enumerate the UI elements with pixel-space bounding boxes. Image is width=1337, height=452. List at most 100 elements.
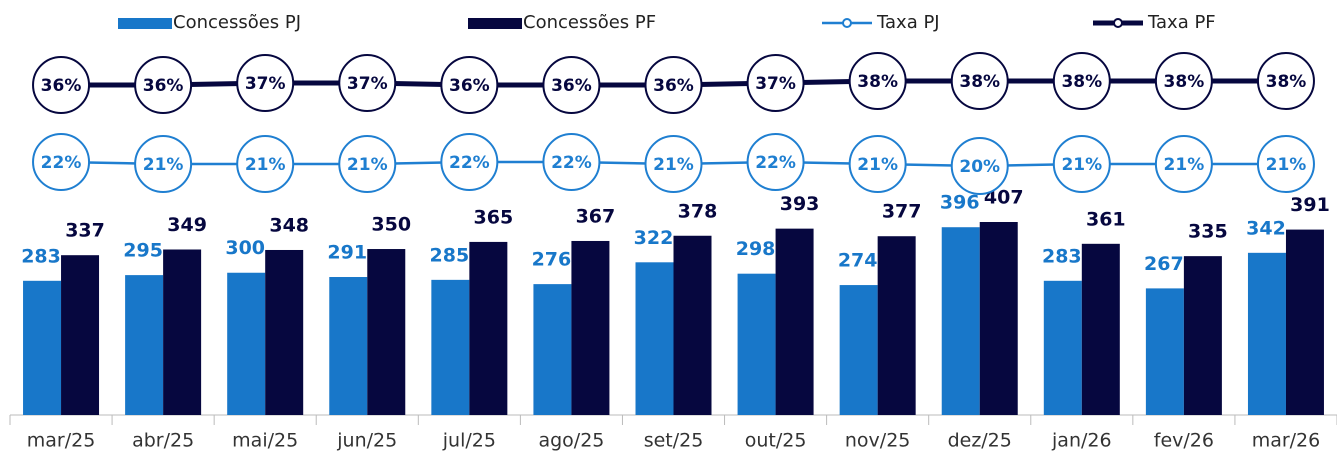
rate-marker <box>236 54 295 112</box>
bar-value-label: 350 <box>371 214 411 236</box>
bar-value-label: 295 <box>123 240 163 262</box>
rate-marker <box>1052 135 1111 193</box>
bar <box>1043 280 1082 415</box>
x-tick-label: nov/25 <box>845 430 911 452</box>
bar <box>673 235 712 415</box>
rate-marker <box>950 137 1009 195</box>
bar <box>329 277 368 415</box>
bar <box>737 273 776 415</box>
rate-label: 21% <box>1164 155 1205 175</box>
bar-value-label: 361 <box>1086 208 1126 230</box>
bar-value-label: 267 <box>1144 253 1184 275</box>
rate-label: 22% <box>755 153 796 173</box>
legend-marker <box>842 18 852 28</box>
rate-marker <box>134 135 193 193</box>
bar <box>265 249 304 415</box>
rate-label: 22% <box>41 153 82 173</box>
bar-value-label: 335 <box>1188 221 1228 243</box>
bar <box>125 275 164 415</box>
rate-marker <box>134 56 193 114</box>
rate-marker <box>1154 135 1213 193</box>
bar-value-label: 298 <box>736 238 776 260</box>
bar-value-label: 291 <box>327 242 367 264</box>
bar-value-label: 283 <box>1042 245 1082 267</box>
bar <box>227 272 266 415</box>
bar <box>1247 252 1286 415</box>
rate-label: 22% <box>449 153 490 173</box>
bar <box>1145 288 1184 415</box>
rate-label: 38% <box>1266 72 1307 92</box>
bar-value-label: 276 <box>532 249 572 271</box>
rate-marker <box>338 54 397 112</box>
bar-value-label: 322 <box>634 227 674 249</box>
bar <box>635 262 674 415</box>
x-tick-label: mai/25 <box>232 430 298 452</box>
rate-marker <box>1154 52 1213 110</box>
bar <box>941 227 980 415</box>
bar <box>1183 256 1222 415</box>
rate-marker <box>1256 135 1315 193</box>
rate-marker <box>32 56 91 114</box>
rate-marker <box>644 56 703 114</box>
rate-label: 37% <box>245 74 286 94</box>
bar <box>979 222 1018 415</box>
bar <box>367 249 406 415</box>
rate-label: 21% <box>1266 155 1307 175</box>
legend-label: Taxa PJ <box>876 12 940 33</box>
rate-label: 38% <box>1164 72 1205 92</box>
bar-value-label: 337 <box>65 220 105 242</box>
legend-label: Concessões PJ <box>173 12 301 33</box>
legend-swatch <box>118 18 172 29</box>
rate-marker <box>1256 52 1315 110</box>
rate-label: 36% <box>41 76 82 96</box>
bar-value-label: 285 <box>430 244 470 266</box>
x-tick-label: ago/25 <box>538 430 604 452</box>
rate-label: 21% <box>245 155 286 175</box>
bar <box>23 280 62 415</box>
x-tick-label: set/25 <box>644 430 704 452</box>
bar <box>163 249 202 415</box>
rate-marker <box>32 133 91 191</box>
rate-marker <box>542 56 601 114</box>
legend-label: Taxa PF <box>1147 12 1216 33</box>
bar <box>469 241 508 415</box>
rate-marker <box>440 133 499 191</box>
rate-label: 38% <box>959 72 1000 92</box>
rate-label: 38% <box>1061 72 1102 92</box>
rate-label: 38% <box>857 72 898 92</box>
rate-label: 21% <box>143 155 184 175</box>
rate-label: 37% <box>347 74 388 94</box>
bar <box>533 284 572 415</box>
bar-value-label: 377 <box>882 201 922 223</box>
rate-marker <box>236 135 295 193</box>
rate-label: 21% <box>653 155 694 175</box>
bar <box>775 228 814 415</box>
x-tick-label: mar/25 <box>27 430 96 452</box>
x-tick-label: fev/26 <box>1154 430 1214 452</box>
rate-label: 36% <box>143 76 184 96</box>
rate-marker <box>440 56 499 114</box>
bar <box>1285 229 1324 415</box>
rate-label: 21% <box>857 155 898 175</box>
x-tick-label: dez/25 <box>948 430 1012 452</box>
rate-label: 37% <box>755 74 796 94</box>
bar <box>571 240 610 415</box>
bar-value-label: 396 <box>940 192 980 214</box>
rate-label: 21% <box>347 155 388 175</box>
rate-label: 22% <box>551 153 592 173</box>
rate-marker <box>950 52 1009 110</box>
bar <box>61 255 100 415</box>
rate-label: 36% <box>551 76 592 96</box>
legend-label: Concessões PF <box>523 12 656 33</box>
bar-value-label: 283 <box>21 245 61 267</box>
rate-label: 36% <box>449 76 490 96</box>
rate-marker <box>338 135 397 193</box>
bar <box>1081 243 1120 415</box>
bar-value-label: 348 <box>269 214 309 236</box>
rate-label: 21% <box>1061 155 1102 175</box>
rate-marker <box>542 133 601 191</box>
rate-marker <box>644 135 703 193</box>
rate-marker <box>746 133 805 191</box>
x-tick-label: mar/26 <box>1252 430 1321 452</box>
